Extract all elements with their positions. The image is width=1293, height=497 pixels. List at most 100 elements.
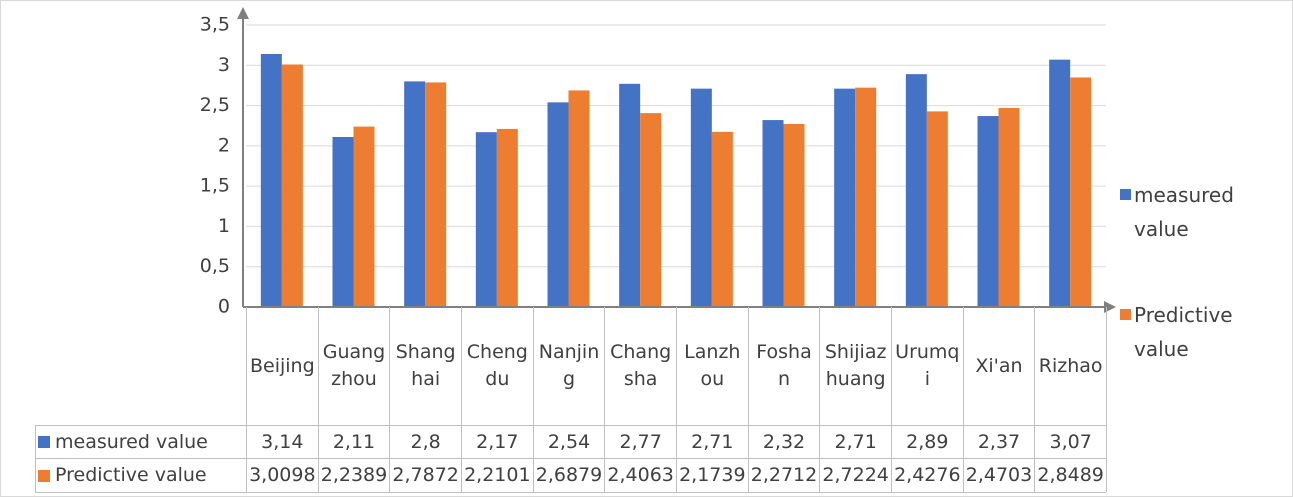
bar <box>547 102 569 307</box>
legend-key <box>1120 189 1131 200</box>
table-value-text: 2,89 <box>906 430 949 453</box>
category-label-text: Chengdu <box>466 341 528 390</box>
table-value-text: 2,11 <box>332 430 376 453</box>
bar <box>711 131 733 307</box>
table-value-text: 2,8489 <box>1037 464 1104 486</box>
table-value: 2,4703 <box>962 458 1035 492</box>
table-value: 2,77 <box>604 425 676 458</box>
bar <box>998 107 1020 307</box>
y-tick-label: 2 <box>218 134 230 156</box>
category-label-text: Changsha <box>610 341 672 390</box>
x-axis-arrow <box>1104 301 1116 313</box>
table-value-text: 2,8 <box>410 430 441 453</box>
y-axis-arrow <box>237 7 249 19</box>
y-tick-label: 1 <box>218 215 230 237</box>
bar <box>977 116 999 307</box>
table-border <box>35 492 1106 493</box>
table-border <box>1106 307 1107 492</box>
category-label: Urumqi <box>891 307 963 425</box>
category-label: Foshan <box>747 307 820 425</box>
category-label-text: Rizhao <box>1038 354 1103 377</box>
bar <box>783 124 805 308</box>
table-value-text: 2,4276 <box>894 464 961 486</box>
bar <box>855 87 877 307</box>
category-label: Shanghai <box>389 307 461 425</box>
category-label: Nanjing <box>532 307 605 425</box>
y-tick-label: 3,5 <box>200 14 230 36</box>
table-value: 2,2101 <box>461 458 533 492</box>
table-value-text: 2,1739 <box>679 464 746 486</box>
table-value: 2,32 <box>747 425 820 458</box>
table-value-text: 2,54 <box>547 430 591 453</box>
category-label-text: Guangzhou <box>322 341 386 390</box>
table-value: 2,4276 <box>891 458 963 492</box>
table-value-text: 2,37 <box>977 430 1021 453</box>
legend-key <box>1120 309 1131 320</box>
y-tick-label: 0 <box>218 296 230 318</box>
category-label-text: Shanghai <box>395 341 456 390</box>
table-value: 2,1739 <box>676 458 748 492</box>
bar <box>762 120 784 308</box>
bar <box>475 132 497 307</box>
bar <box>1049 59 1071 307</box>
table-value: 2,6879 <box>532 458 605 492</box>
y-tick-label: 0,5 <box>200 255 230 277</box>
table-value: 2,8 <box>389 425 461 458</box>
table-value: 2,71 <box>819 425 891 458</box>
category-label: Chengdu <box>461 307 533 425</box>
table-value-text: 2,71 <box>691 430 734 453</box>
bar <box>568 90 590 307</box>
table-value: 2,54 <box>532 425 605 458</box>
table-value: 2,71 <box>676 425 748 458</box>
legend-label-text: measured value <box>1134 183 1234 241</box>
bar <box>332 136 354 307</box>
table-value-text: 2,2389 <box>320 464 388 486</box>
legend-label: measured value <box>1134 178 1254 246</box>
table-value-text: 3,0098 <box>249 464 316 486</box>
table-value: 2,7872 <box>389 458 461 492</box>
bar <box>260 54 282 308</box>
table-value-text: 2,71 <box>834 430 877 453</box>
table-value: 3,14 <box>246 425 318 458</box>
bar <box>834 88 856 307</box>
y-tick-label: 3 <box>218 54 230 76</box>
table-value-text: 2,2101 <box>464 464 531 486</box>
table-value: 2,17 <box>461 425 533 458</box>
bar <box>905 74 927 307</box>
table-row-header: measured value <box>35 425 246 458</box>
table-value: 2,7224 <box>819 458 891 492</box>
table-value-text: 3,14 <box>261 430 304 453</box>
category-label: Beijing <box>246 307 318 425</box>
category-label-text: Lanzhou <box>684 341 741 390</box>
category-label: Rizhao <box>1034 307 1106 425</box>
table-value: 2,2712 <box>747 458 820 492</box>
table-value-text: 3,07 <box>1049 430 1092 453</box>
table-value-text: 2,77 <box>619 430 662 453</box>
table-value-text: 2,4063 <box>607 464 674 486</box>
row-name: Predictive value <box>55 464 207 486</box>
table-value: 3,07 <box>1034 425 1106 458</box>
y-tick-label: 1,5 <box>200 175 230 197</box>
table-value: 2,89 <box>891 425 963 458</box>
table-value-text: 2,2712 <box>750 464 818 486</box>
bar <box>425 82 447 308</box>
category-label: Xi'an <box>962 307 1035 425</box>
category-label-text: Xi'an <box>975 354 1023 377</box>
table-value-text: 2,4703 <box>965 464 1033 486</box>
category-label-text: Shijiazhuang <box>824 341 887 390</box>
category-label-text: Beijing <box>249 354 315 377</box>
category-label-text: Nanjing <box>538 341 600 390</box>
bar <box>619 83 641 308</box>
bar <box>1070 77 1092 308</box>
legend-label: Predictive value <box>1134 298 1254 366</box>
category-label: Shijiazhuang <box>819 307 891 425</box>
bar <box>353 126 375 307</box>
y-tick-label: 2,5 <box>200 94 230 116</box>
table-value: 2,37 <box>962 425 1035 458</box>
category-label: Guangzhou <box>317 307 390 425</box>
table-row-header: Predictive value <box>35 458 246 492</box>
category-label: Changsha <box>604 307 676 425</box>
bar <box>926 111 948 307</box>
